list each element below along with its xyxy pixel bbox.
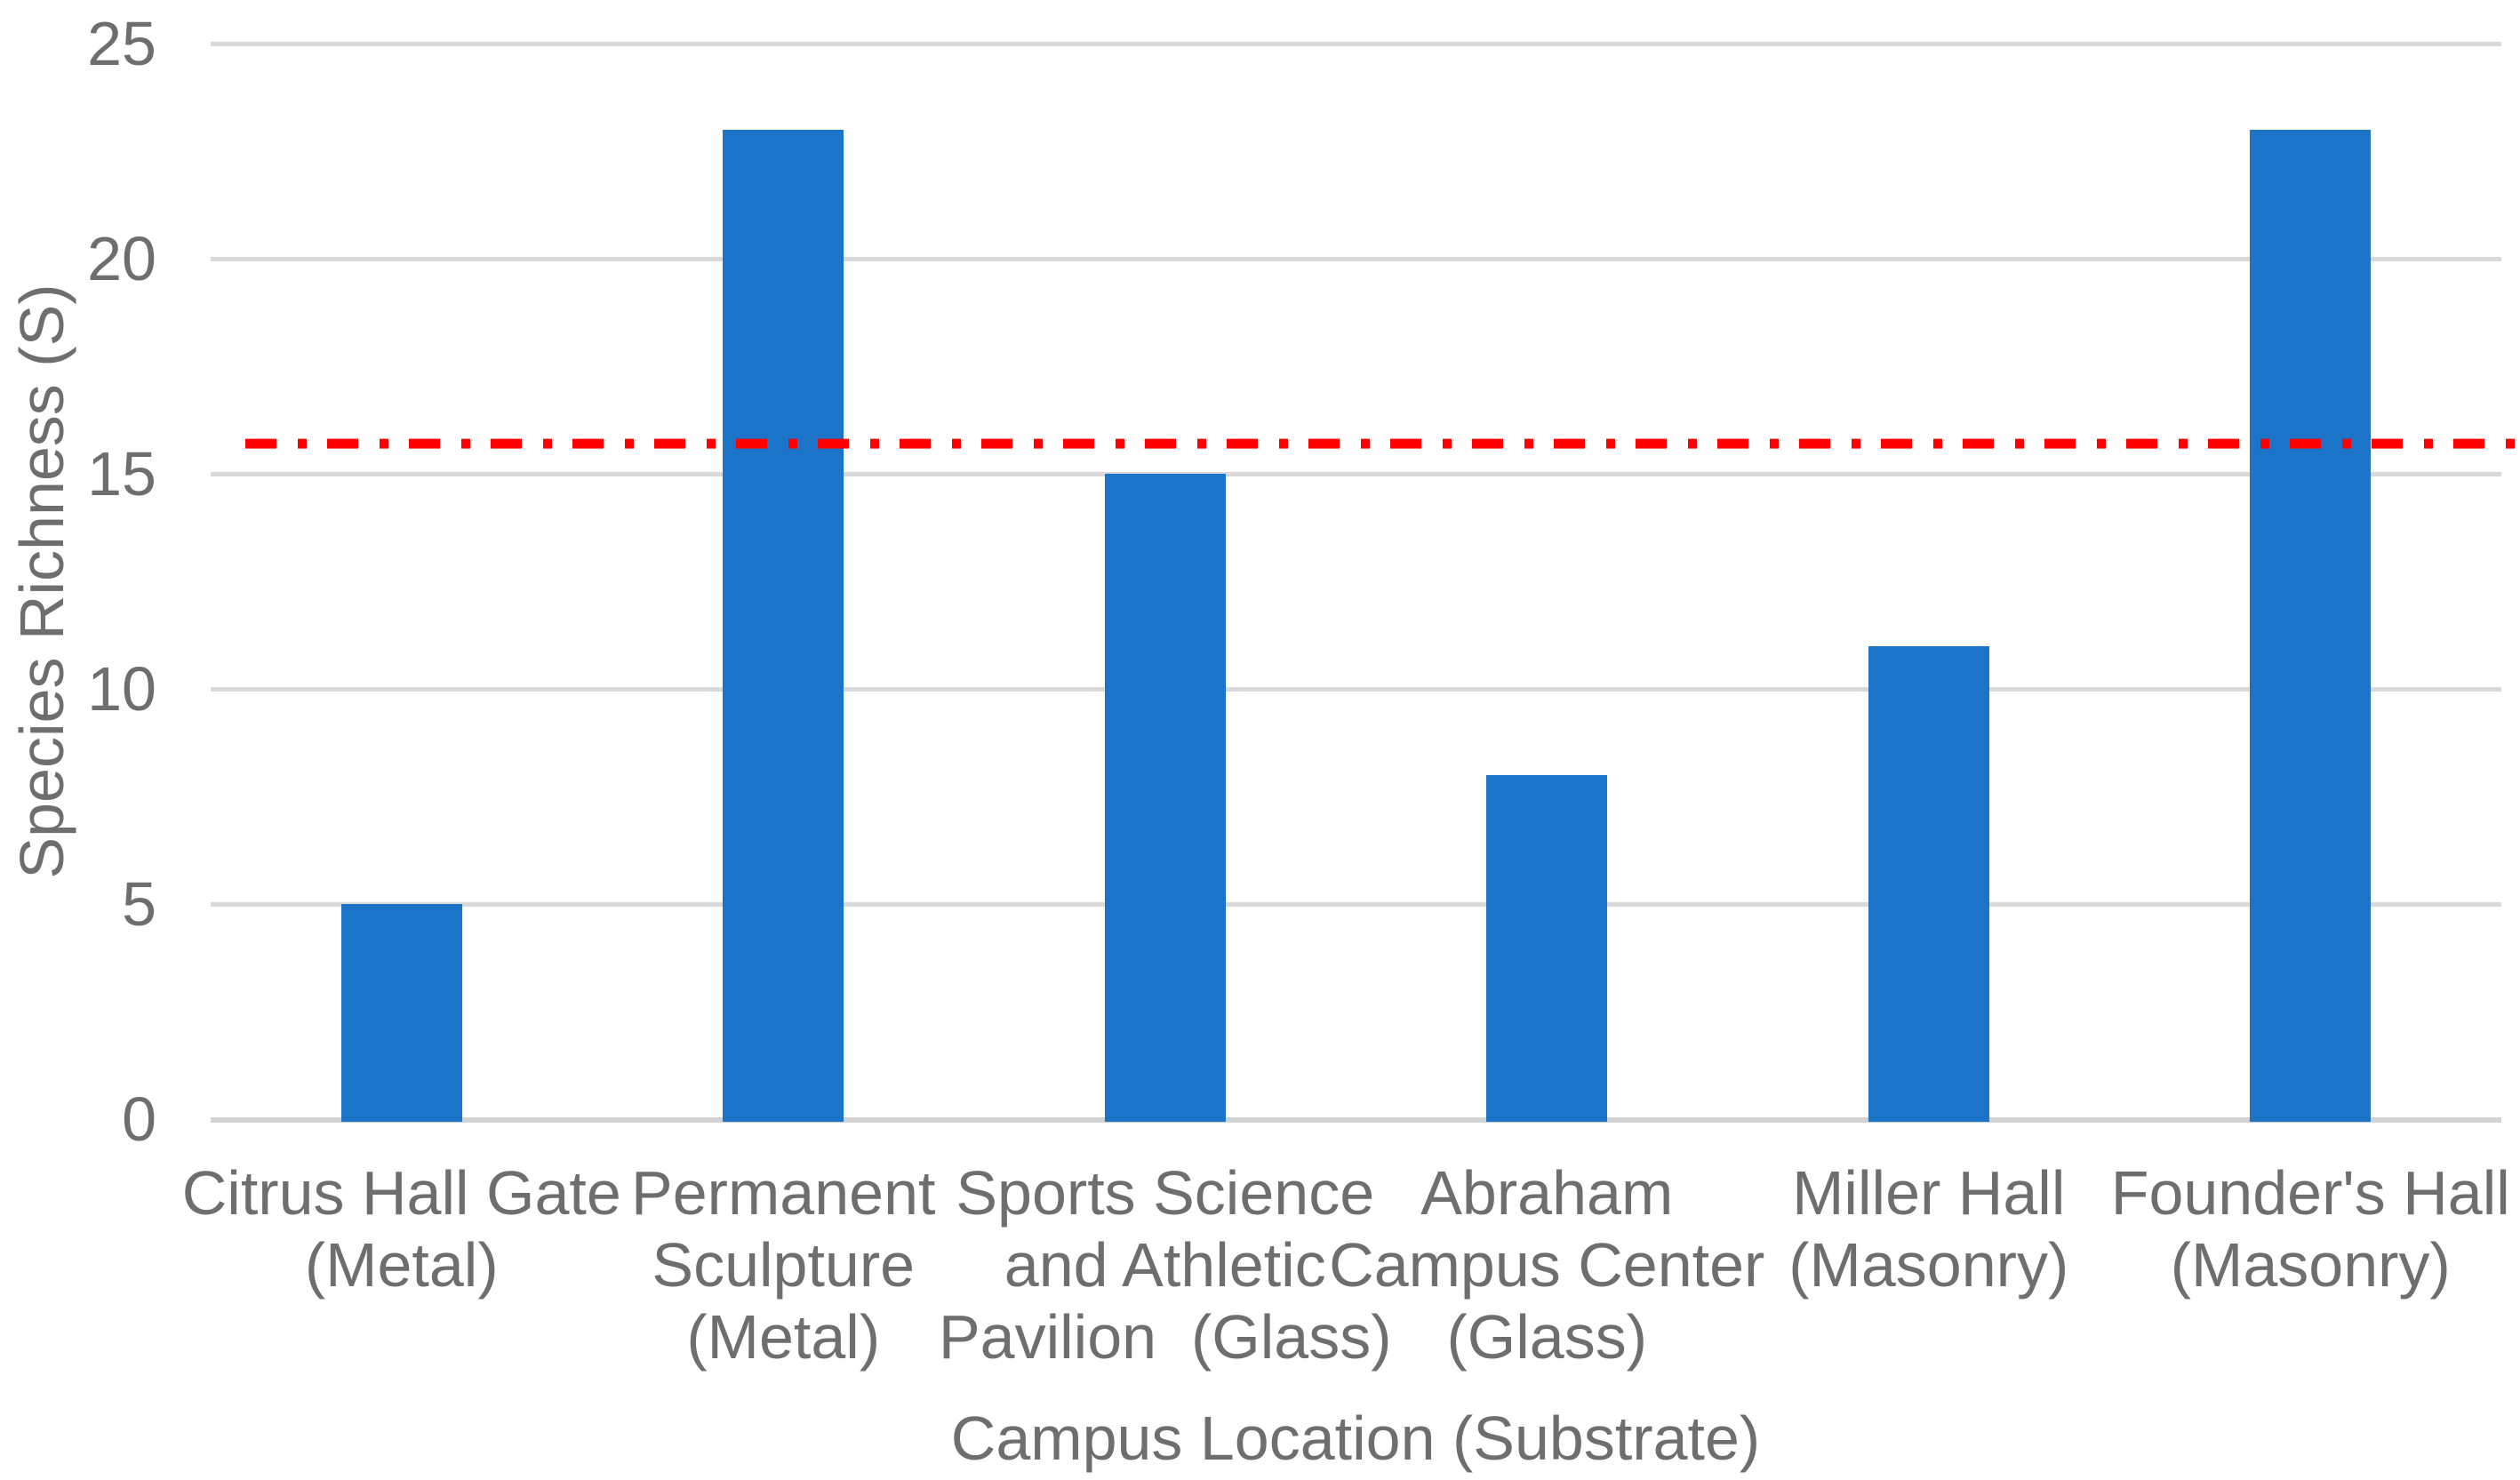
category-label: Miller Hall (Masonry) — [1788, 1158, 2069, 1300]
gridline — [211, 901, 2501, 907]
gridline — [211, 471, 2501, 476]
category-label: Abraham Campus Center (Glass) — [1329, 1158, 1765, 1372]
category-label: Founder's Hall (Masonry) — [2110, 1158, 2510, 1300]
gridline — [211, 256, 2501, 261]
y-tick-label: 5 — [122, 869, 156, 939]
bar — [340, 904, 462, 1122]
bar — [723, 129, 844, 1122]
category-label: Citrus Hall Gate (Metal) — [181, 1158, 621, 1300]
bar — [1486, 774, 1608, 1122]
x-axis-title: Campus Location (Substrate) — [950, 1404, 1761, 1473]
bar — [1868, 645, 1989, 1122]
gridline — [211, 686, 2501, 692]
category-label: Permanent Sculpture (Metal) — [631, 1158, 936, 1372]
y-tick-label: 15 — [87, 439, 156, 508]
y-tick-label: 0 — [122, 1084, 156, 1154]
y-tick-label: 10 — [87, 654, 156, 724]
bar — [1104, 474, 1226, 1122]
bar — [2250, 129, 2372, 1122]
gridline — [211, 41, 2501, 46]
y-axis-title: Species Richness (S) — [7, 284, 76, 879]
y-tick-label: 25 — [87, 9, 156, 78]
category-label: Sports Science and Athletic Pavilion (Glas… — [938, 1158, 1392, 1372]
x-axis-line — [211, 1116, 2501, 1123]
y-tick-label: 20 — [87, 224, 156, 293]
